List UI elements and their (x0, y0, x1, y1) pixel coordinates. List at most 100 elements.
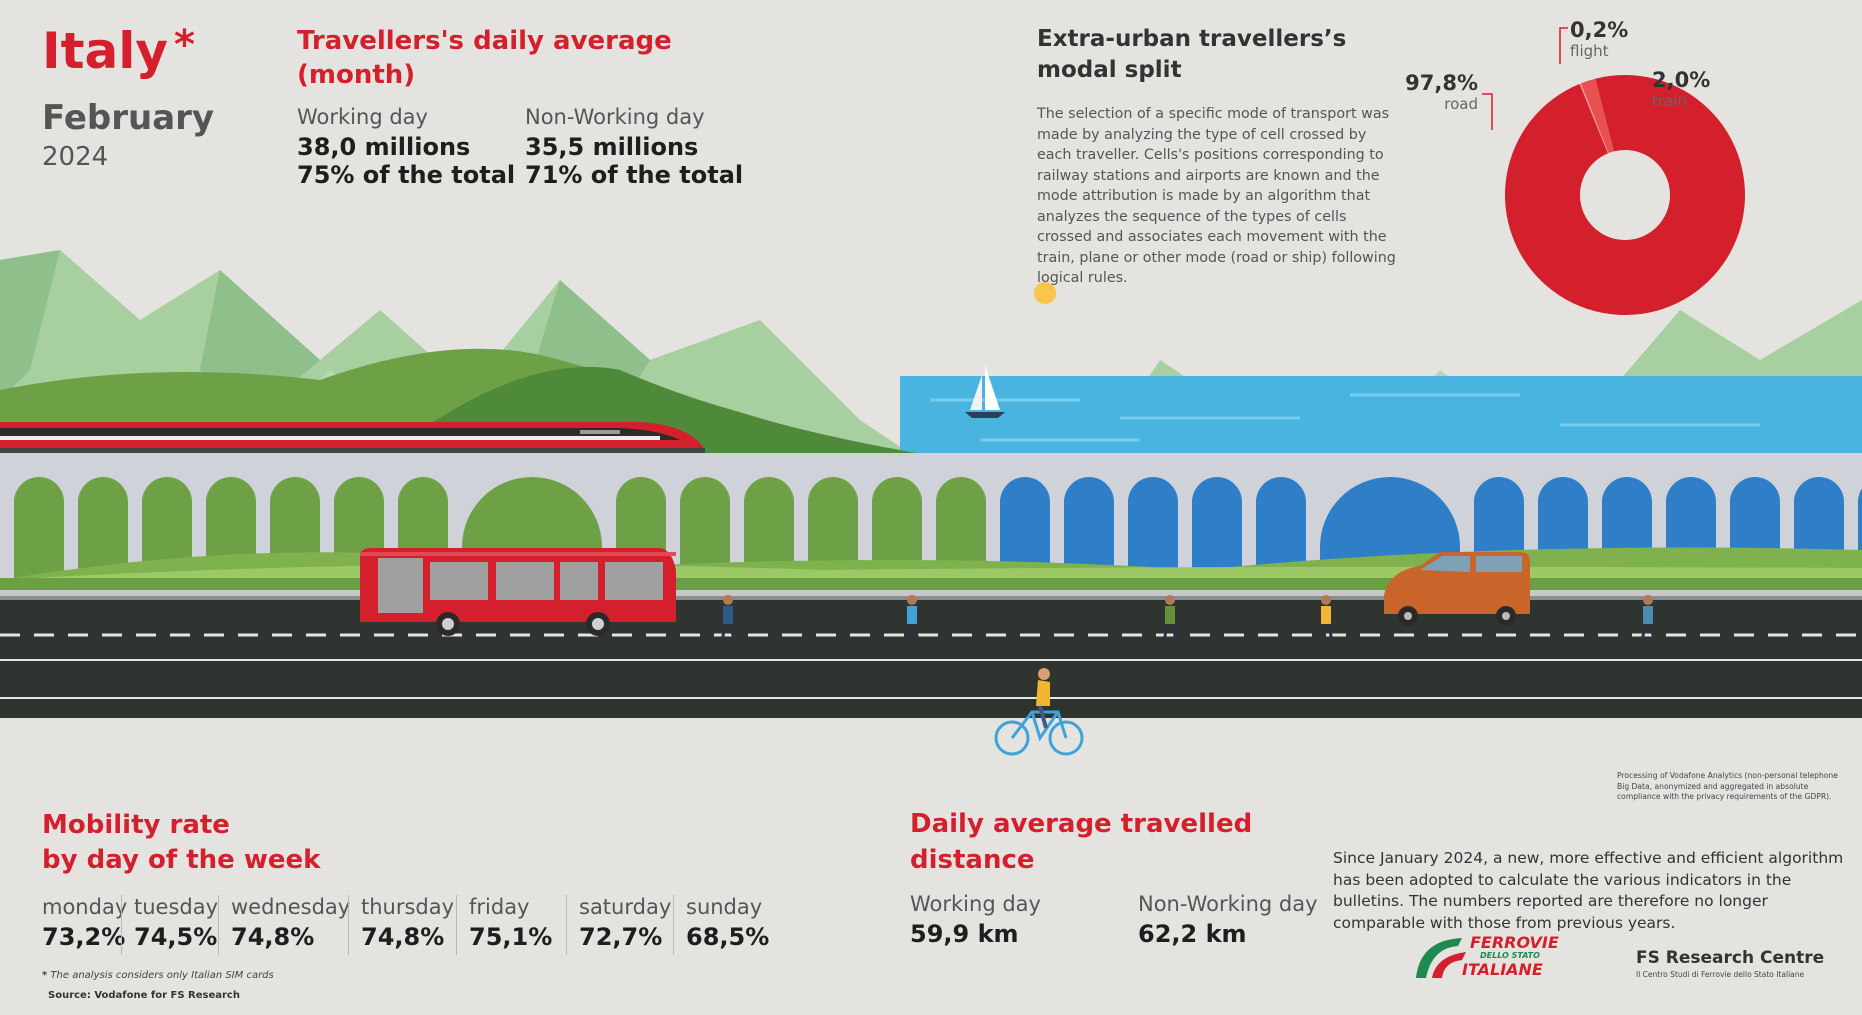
bridge-arch (14, 477, 64, 580)
sailboat (965, 365, 1005, 418)
day-value-tuesday: 74,5% (134, 923, 218, 951)
bridge-arch (1192, 477, 1242, 580)
fs-logo: FERROVIE DELLO STATO ITALIANE (1410, 932, 1580, 984)
research-centre-title: FS Research Centre (1636, 948, 1825, 968)
day-name-tuesday: tuesday (134, 895, 219, 919)
bridge-arch (808, 477, 858, 580)
bridge-pillar (1242, 465, 1256, 580)
working-day-label: Working day (297, 105, 428, 129)
mountain-shade (0, 250, 60, 400)
bridge-pillar (1050, 465, 1064, 580)
distance-nonworking-value: 62,2 km (1138, 920, 1247, 948)
working-day-value: 38,0 millions (297, 133, 471, 161)
bridge-pillar (730, 465, 744, 580)
bridge-arch (142, 477, 192, 580)
modal-split-donut-chart: 97,8%road 0,2%flight 2,0%train (1405, 20, 1745, 315)
daily-average-title: Travellers's daily average (month) (297, 26, 672, 90)
day-cell-monday: monday 73,2% (42, 895, 127, 955)
pie-value-train: 2,0% (1652, 68, 1710, 92)
research-centre-subtitle: Il Centro Studi di Ferrovie dello Stato … (1636, 970, 1805, 979)
leader-line-train (1639, 77, 1648, 118)
bridge-pillar (320, 465, 334, 580)
footnote: * The analysis considers only Italian SI… (42, 970, 274, 981)
day-cell-saturday: saturday 72,7% (566, 895, 671, 955)
pie-category-train: train (1652, 92, 1687, 110)
fs-logo-mark (1416, 938, 1466, 978)
fs-logo-line2: DELLO STATO (1480, 951, 1540, 960)
bridge-arch (680, 477, 730, 580)
sun (1034, 282, 1056, 304)
day-cell-friday: friday 75,1% (456, 895, 552, 955)
day-name-thursday: thursday (361, 895, 455, 919)
pie-slice-flight (1579, 83, 1609, 154)
bridge-arch (1000, 477, 1050, 580)
bridge-deck (0, 453, 1862, 465)
lake (900, 376, 1862, 466)
bridge-arch (1128, 477, 1178, 580)
bridge-pillar (794, 465, 808, 580)
bridge-pillar (192, 465, 206, 580)
bridge-pillar (64, 465, 78, 580)
distance-title: Daily average travelled distance (910, 809, 1253, 875)
day-value-monday: 73,2% (42, 923, 126, 951)
day-cell-sunday: sunday 68,5% (673, 895, 769, 955)
distance-nonworking-label: Non-Working day (1138, 892, 1318, 916)
processing-note: Processing of Vodafone Analytics (non-pe… (1617, 771, 1838, 801)
van (1384, 552, 1530, 626)
month-label: February (42, 98, 215, 138)
hedge (0, 578, 1862, 592)
country-title: Italy * (42, 22, 195, 80)
landscape-illustration (0, 250, 1862, 756)
day-value-sunday: 68,5% (686, 923, 770, 951)
day-name-monday: monday (42, 895, 128, 919)
bridge-arch (936, 477, 986, 580)
bridge-arch (872, 477, 922, 580)
pie-category-flight: flight (1570, 42, 1609, 60)
pie-slice-train (1580, 78, 1614, 154)
bridge-arch (744, 477, 794, 580)
high-speed-train (0, 422, 705, 453)
working-day-block: Working day 38,0 millions 75% of the tot… (297, 105, 515, 189)
day-cell-wednesday: wednesday 74,8% (218, 895, 350, 955)
distance-nonworking-block: Non-Working day 62,2 km (1138, 892, 1318, 948)
pedestrian (1318, 595, 1334, 643)
cyclist-rider (1036, 668, 1050, 729)
pedestrian (1640, 595, 1656, 643)
day-name-sunday: sunday (686, 895, 763, 919)
nonworking-day-value: 35,5 millions (525, 133, 699, 161)
lake-waves (930, 393, 1760, 442)
day-value-friday: 75,1% (469, 923, 553, 951)
pie-value-road: 97,8% (1405, 71, 1478, 95)
pie-value-flight: 0,2% (1570, 20, 1628, 42)
fs-logo-line1: FERROVIE (1470, 933, 1559, 952)
bridge-arch (1064, 477, 1114, 580)
leader-line-flight (1559, 27, 1568, 64)
bridge-pillar (1114, 465, 1128, 580)
pedestrian (1162, 595, 1178, 643)
guardrail (0, 590, 1862, 596)
bridge-pillar (0, 465, 14, 580)
nonworking-day-share: 71% of the total (525, 161, 744, 189)
algorithm-note: Since January 2024, a new, more effectiv… (1333, 849, 1844, 932)
bridge-pillar (256, 465, 270, 580)
footnote-mark: * (42, 970, 48, 981)
asterisk: * (173, 22, 195, 68)
research-centre-logo: FS Research Centre Il Centro Studi di Fe… (1636, 948, 1824, 979)
distance-working-label: Working day (910, 892, 1041, 916)
day-name-friday: friday (469, 895, 530, 919)
bridge-pillar (922, 465, 936, 580)
fs-logo-line3: ITALIANE (1462, 960, 1543, 979)
nonworking-day-label: Non-Working day (525, 105, 705, 129)
pie-slice-road (1505, 74, 1745, 315)
bridge-pillar (986, 465, 1000, 580)
day-name-wednesday: wednesday (231, 895, 351, 919)
year-label: 2024 (42, 142, 109, 172)
day-value-saturday: 72,7% (579, 923, 663, 951)
pedestrian (720, 595, 736, 643)
bridge-pillar (1306, 465, 1320, 580)
nonworking-day-block: Non-Working day 35,5 millions 71% of the… (525, 105, 743, 189)
leader-line-road (1482, 93, 1493, 130)
pedestrian (904, 595, 920, 643)
day-value-thursday: 74,8% (361, 923, 445, 951)
bridge-arch (78, 477, 128, 580)
